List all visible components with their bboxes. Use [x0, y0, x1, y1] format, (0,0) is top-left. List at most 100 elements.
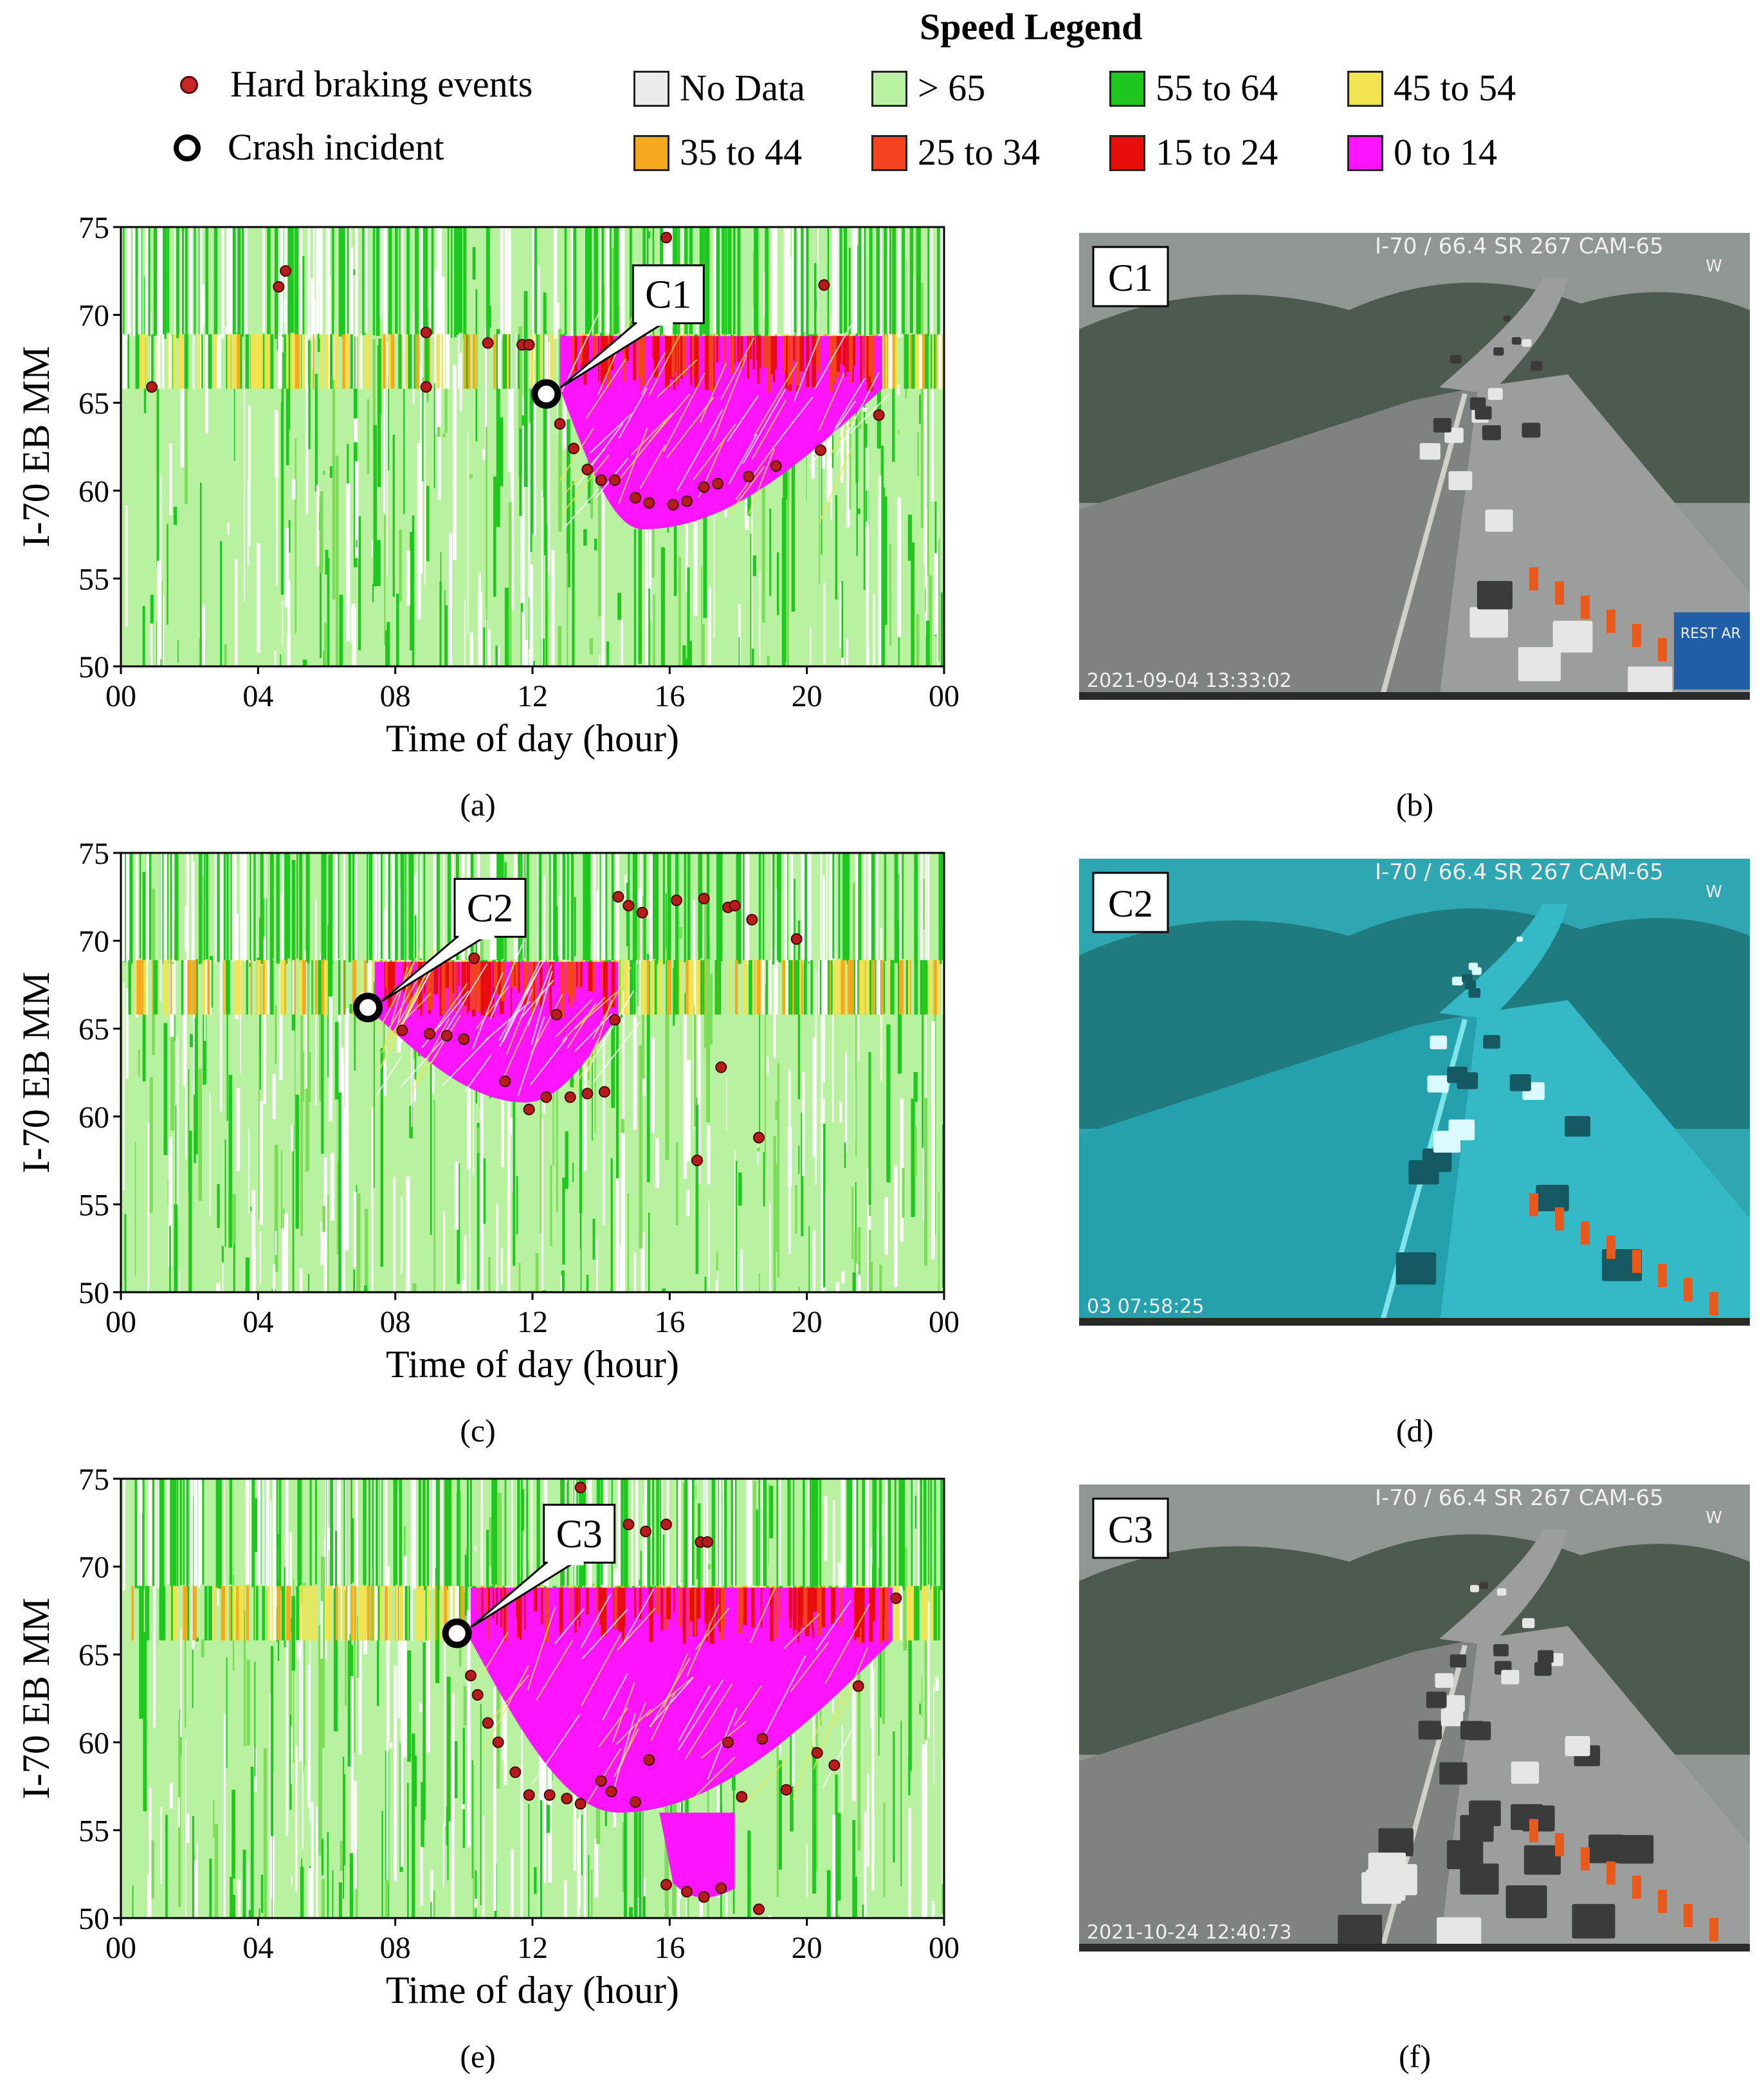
workzone-band [246, 1586, 250, 1641]
slow-speed-streak [545, 1587, 550, 1642]
speed-streak [705, 227, 709, 338]
slow-speed-streak [492, 1587, 495, 1619]
workzone-band [321, 960, 325, 1015]
speed-streak [761, 1479, 763, 1586]
speed-streak [426, 1611, 430, 1753]
speed-streak [379, 853, 383, 959]
legend-speed-bin: 15 to 24 [1109, 130, 1278, 175]
workzone-band [536, 334, 539, 389]
camera-road-left [1079, 1013, 1478, 1326]
speed-streak [792, 227, 796, 334]
workzone-band [237, 960, 241, 1015]
speed-streak [357, 1616, 359, 1678]
camera-vehicle [1435, 1673, 1453, 1688]
shockwave-line [630, 413, 673, 455]
workzone-band [363, 1586, 367, 1641]
slow-speed-streak [842, 336, 845, 366]
speed-streak [246, 1861, 249, 1918]
speed-streak [520, 396, 525, 621]
legend-swatch [633, 134, 669, 171]
speed-streak [228, 1075, 232, 1248]
speed-streak [377, 853, 381, 964]
speed-streak [620, 1011, 624, 1018]
speed-streak [849, 361, 851, 510]
speed-streak [875, 1479, 877, 1589]
speed-streak [194, 227, 196, 335]
speed-streak [273, 1263, 275, 1292]
workzone-band [401, 334, 405, 389]
speed-streak [455, 227, 459, 335]
x-tick-label: 16 [654, 1305, 685, 1339]
workzone-band [170, 1586, 173, 1641]
workzone-band [340, 1586, 343, 1641]
speed-streak [592, 853, 596, 960]
speed-streak [127, 227, 131, 339]
slow-speed-streak [798, 1587, 801, 1634]
hard-braking-point [609, 1014, 621, 1026]
speed-streak [581, 1814, 583, 1876]
speed-streak [276, 466, 278, 585]
speed-streak [201, 854, 205, 876]
speed-streak [372, 1479, 374, 1586]
speed-streak [169, 1782, 173, 1809]
speed-streak [309, 1479, 312, 1586]
workzone-band [140, 1586, 144, 1641]
speed-streak [857, 1623, 861, 1851]
workzone-band [128, 960, 132, 1015]
speed-streak [651, 1479, 654, 1585]
workzone-band [714, 960, 718, 1015]
speed-streak [233, 362, 235, 461]
speed-streak [921, 1676, 923, 1717]
shockwave-line [567, 1003, 597, 1049]
workzone-band [267, 960, 270, 1015]
speed-streak [529, 564, 534, 666]
x-tick-label: 04 [242, 1305, 273, 1339]
shockwave-line [574, 423, 624, 489]
speed-streak [307, 1868, 311, 1918]
hard-braking-point [753, 1903, 765, 1915]
speed-streak [328, 996, 332, 1121]
workzone-band [916, 1586, 920, 1641]
speed-streak [528, 1804, 530, 1918]
speed-streak [335, 455, 339, 666]
speed-streak [388, 227, 392, 336]
speed-streak [572, 481, 575, 666]
speed-streak [191, 853, 194, 963]
workzone-band [828, 960, 832, 1015]
camera-vehicle [1536, 1185, 1569, 1212]
camera-timestamp-text: 03 07:58:25 [1087, 1295, 1204, 1318]
speed-streak [291, 1124, 294, 1151]
workzone-band [232, 1586, 236, 1641]
workzone-band [794, 960, 797, 1015]
workzone-band [421, 334, 423, 389]
speed-streak [327, 558, 330, 666]
hard-braking-point [605, 1786, 617, 1798]
speed-streak [405, 853, 406, 962]
speed-streak [700, 853, 702, 959]
workzone-band [296, 1586, 300, 1641]
workzone-band [152, 960, 154, 1015]
speed-streak [823, 582, 826, 664]
speed-streak [474, 1546, 477, 1551]
hard-braking-point [660, 1879, 672, 1891]
speed-streak [521, 1736, 523, 1835]
camera-vehicle [1418, 1721, 1442, 1740]
speed-streak [291, 1596, 295, 1671]
speed-streak [433, 269, 438, 434]
speed-streak [358, 1586, 362, 1755]
speed-streak [343, 1773, 345, 1866]
slow-speed-streak [471, 962, 475, 1001]
workzone-band [304, 960, 306, 1015]
workzone-band [847, 960, 850, 1015]
slow-speed-streak [870, 336, 875, 383]
camera-overlay-text: I-70 / 66.4 SR 267 CAM-65 [1375, 233, 1664, 259]
speed-streak [914, 853, 918, 962]
workzone-band [136, 334, 140, 389]
speed-streak [592, 1218, 596, 1260]
speed-streak [480, 1703, 482, 1906]
workzone-band [292, 960, 295, 1015]
slow-speed-streak [506, 1587, 508, 1644]
speed-streak [363, 1479, 367, 1585]
workzone-band [803, 960, 807, 1015]
speed-streak [740, 1249, 743, 1292]
